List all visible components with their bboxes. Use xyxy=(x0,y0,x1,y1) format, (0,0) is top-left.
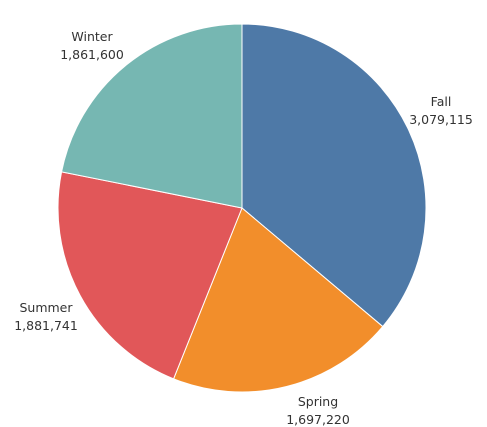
pie-slices xyxy=(57,23,427,393)
pie-slice-winter[interactable] xyxy=(61,23,243,209)
pie-slice-spring[interactable] xyxy=(172,207,384,393)
slice-value-label-summer: 1,881,741 xyxy=(14,318,78,333)
pie-slice-summer[interactable] xyxy=(57,171,243,380)
slice-value-label-winter: 1,861,600 xyxy=(60,47,124,62)
slice-value-label-fall: 3,079,115 xyxy=(409,112,473,127)
pie-slice-fall[interactable] xyxy=(241,23,427,328)
slice-name-label-spring: Spring xyxy=(298,394,338,409)
slice-name-label-fall: Fall xyxy=(431,94,452,109)
pie-labels: Fall 3,079,115 Spring 1,697,220 Summer 1,881,… xyxy=(14,29,473,427)
slice-value-label-spring: 1,697,220 xyxy=(286,412,350,427)
slice-name-label-summer: Summer xyxy=(19,300,73,315)
slice-name-label-winter: Winter xyxy=(71,29,113,44)
